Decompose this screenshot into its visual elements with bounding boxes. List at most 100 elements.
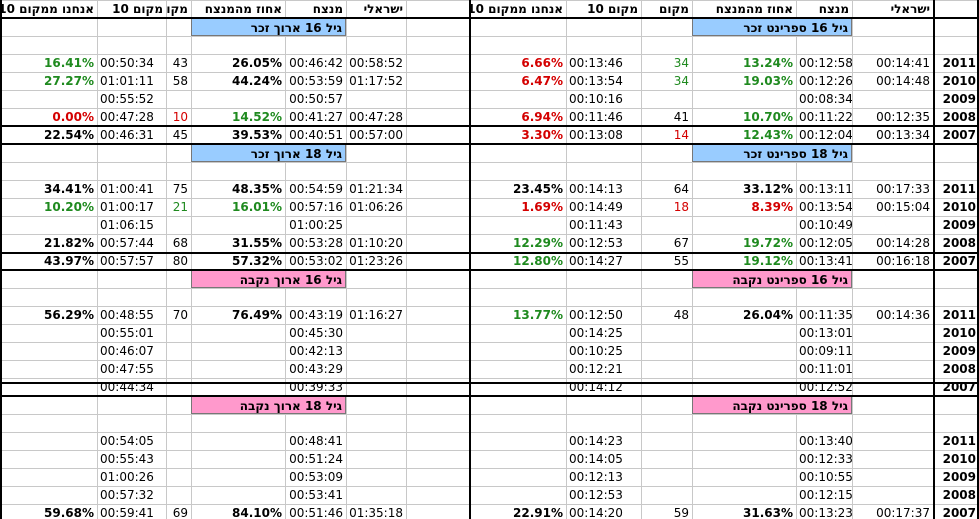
cell-place-10-time[interactable]: 00:12:53 (569, 236, 623, 250)
cell-place[interactable]: 80 (172, 254, 188, 268)
col-header-winner[interactable]: מנצח (818, 2, 849, 16)
cell-winner-time[interactable]: 00:43:19 (289, 308, 343, 322)
cell-place-10-time[interactable]: 00:54:05 (100, 434, 154, 448)
cell-us-from-10[interactable] (470, 360, 566, 378)
cell-place[interactable]: 67 (673, 236, 689, 250)
col-header-place[interactable]: מקום (659, 2, 689, 16)
cell-israeli-time[interactable]: 01:21:34 (349, 182, 403, 196)
cell-place[interactable]: 55 (673, 254, 689, 268)
cell-pct-winner[interactable]: 19.72% (743, 236, 793, 250)
cell-place[interactable]: 41 (673, 110, 689, 124)
cell-winner-time[interactable]: 00:08:34 (799, 92, 852, 106)
cell-place-10-time[interactable]: 00:55:01 (100, 326, 154, 340)
cell-winner-time[interactable]: 00:41:27 (289, 110, 343, 124)
cell-pct-winner[interactable] (692, 450, 796, 468)
cell-us-from-10[interactable] (0, 378, 97, 396)
cell-israeli-time[interactable]: 00:14:28 (876, 236, 930, 250)
cell-place-10-time[interactable]: 01:00:17 (100, 200, 154, 214)
cell-israeli-time[interactable] (346, 342, 406, 360)
cell-place[interactable] (641, 360, 692, 378)
cell-israeli-time[interactable]: 00:14:48 (876, 74, 930, 88)
cell-place-10-time[interactable]: 00:12:50 (569, 308, 623, 322)
cell-israeli-time[interactable]: 01:06:26 (349, 200, 403, 214)
cell-winner-time[interactable]: 00:11:01 (799, 362, 852, 376)
cell-us-from-10[interactable]: 34.41% (44, 182, 94, 196)
cell-place[interactable] (166, 486, 191, 504)
col-header-us-from-10[interactable]: אנחנו ממקום 10 (470, 2, 563, 16)
cell-winner-time[interactable]: 00:43:29 (289, 362, 343, 376)
cell-us-from-10[interactable]: 13.77% (513, 308, 563, 322)
cell-winner-time[interactable]: 00:51:46 (289, 506, 343, 519)
cell-pct-winner[interactable] (191, 450, 285, 468)
cell-place-10-time[interactable]: 01:06:15 (100, 218, 154, 232)
cell-us-from-10[interactable] (470, 216, 566, 234)
block-label-right[interactable]: גיל 16 ספרינט נקבה (692, 270, 852, 288)
cell-place[interactable] (641, 324, 692, 342)
cell-pct-winner[interactable] (191, 486, 285, 504)
cell-pct-winner[interactable]: 19.12% (743, 254, 793, 268)
year-label[interactable]: 2009 (942, 470, 976, 484)
cell-winner-time[interactable]: 00:12:33 (799, 452, 852, 466)
cell-winner-time[interactable]: 00:12:58 (799, 56, 852, 70)
cell-place-10-time[interactable]: 00:11:46 (569, 110, 623, 124)
cell-pct-winner[interactable]: 10.70% (743, 110, 793, 124)
cell-winner-time[interactable]: 00:12:52 (799, 380, 852, 394)
cell-winner-time[interactable]: 00:42:13 (289, 344, 343, 358)
cell-place[interactable]: 43 (172, 56, 188, 70)
cell-place[interactable] (166, 468, 191, 486)
cell-place-10-time[interactable]: 00:12:21 (569, 362, 623, 376)
cell-place-10-time[interactable]: 00:14:27 (569, 254, 623, 268)
cell-place[interactable] (641, 468, 692, 486)
cell-place[interactable]: 69 (172, 506, 188, 519)
year-label[interactable]: 2008 (942, 488, 976, 502)
cell-pct-winner[interactable] (692, 342, 796, 360)
cell-place-10-time[interactable]: 00:14:49 (569, 200, 623, 214)
year-label[interactable]: 2010 (942, 200, 976, 214)
cell-place[interactable] (166, 450, 191, 468)
cell-winner-time[interactable]: 00:50:57 (289, 92, 343, 106)
cell-place[interactable]: 45 (172, 128, 188, 142)
cell-place[interactable] (641, 90, 692, 108)
year-label[interactable]: 2011 (942, 56, 976, 70)
cell-place[interactable] (641, 486, 692, 504)
cell-pct-winner[interactable]: 33.12% (743, 182, 793, 196)
cell-us-from-10[interactable] (470, 90, 566, 108)
cell-winner-time[interactable]: 00:13:41 (799, 254, 852, 268)
cell-israeli-time[interactable] (852, 468, 933, 486)
year-label[interactable]: 2008 (942, 236, 976, 250)
col-header-us-from-10[interactable]: אנחנו ממקום 10 (0, 2, 94, 16)
cell-place-10-time[interactable]: 00:47:28 (100, 110, 154, 124)
cell-israeli-time[interactable] (852, 216, 933, 234)
cell-israeli-time[interactable] (346, 486, 406, 504)
cell-israeli-time[interactable] (852, 432, 933, 450)
cell-israeli-time[interactable] (346, 360, 406, 378)
cell-pct-winner[interactable]: 48.35% (232, 182, 282, 196)
cell-winner-time[interactable]: 00:57:16 (289, 200, 343, 214)
cell-pct-winner[interactable]: 76.49% (232, 308, 282, 322)
cell-place[interactable] (166, 378, 191, 396)
cell-pct-winner[interactable] (692, 90, 796, 108)
cell-winner-time[interactable]: 00:48:41 (289, 434, 343, 448)
cell-pct-winner[interactable] (692, 324, 796, 342)
cell-winner-time[interactable]: 00:11:35 (799, 308, 852, 322)
cell-israeli-time[interactable] (852, 90, 933, 108)
block-label-left[interactable]: גיל 16 ארוך זכר (191, 18, 346, 36)
cell-israeli-time[interactable]: 00:57:00 (349, 128, 403, 142)
cell-pct-winner[interactable]: 16.01% (232, 200, 282, 214)
cell-place-10-time[interactable]: 00:57:32 (100, 488, 154, 502)
cell-us-from-10[interactable]: 1.69% (521, 200, 563, 214)
cell-pct-winner[interactable]: 26.05% (232, 56, 282, 70)
cell-place-10-time[interactable]: 00:14:23 (569, 434, 623, 448)
cell-place[interactable]: 48 (673, 308, 689, 322)
cell-place[interactable]: 34 (673, 56, 689, 70)
year-label[interactable]: 2009 (942, 344, 976, 358)
cell-place[interactable]: 75 (172, 182, 188, 196)
cell-place[interactable]: 10 (172, 110, 188, 124)
cell-us-from-10[interactable]: 27.27% (44, 74, 94, 88)
cell-us-from-10[interactable]: 59.68% (44, 506, 94, 519)
cell-israeli-time[interactable]: 00:14:41 (876, 56, 930, 70)
year-label[interactable]: 2011 (942, 182, 976, 196)
cell-us-from-10[interactable] (0, 486, 97, 504)
cell-israeli-time[interactable]: 01:10:20 (349, 236, 403, 250)
cell-place[interactable]: 59 (673, 506, 689, 519)
